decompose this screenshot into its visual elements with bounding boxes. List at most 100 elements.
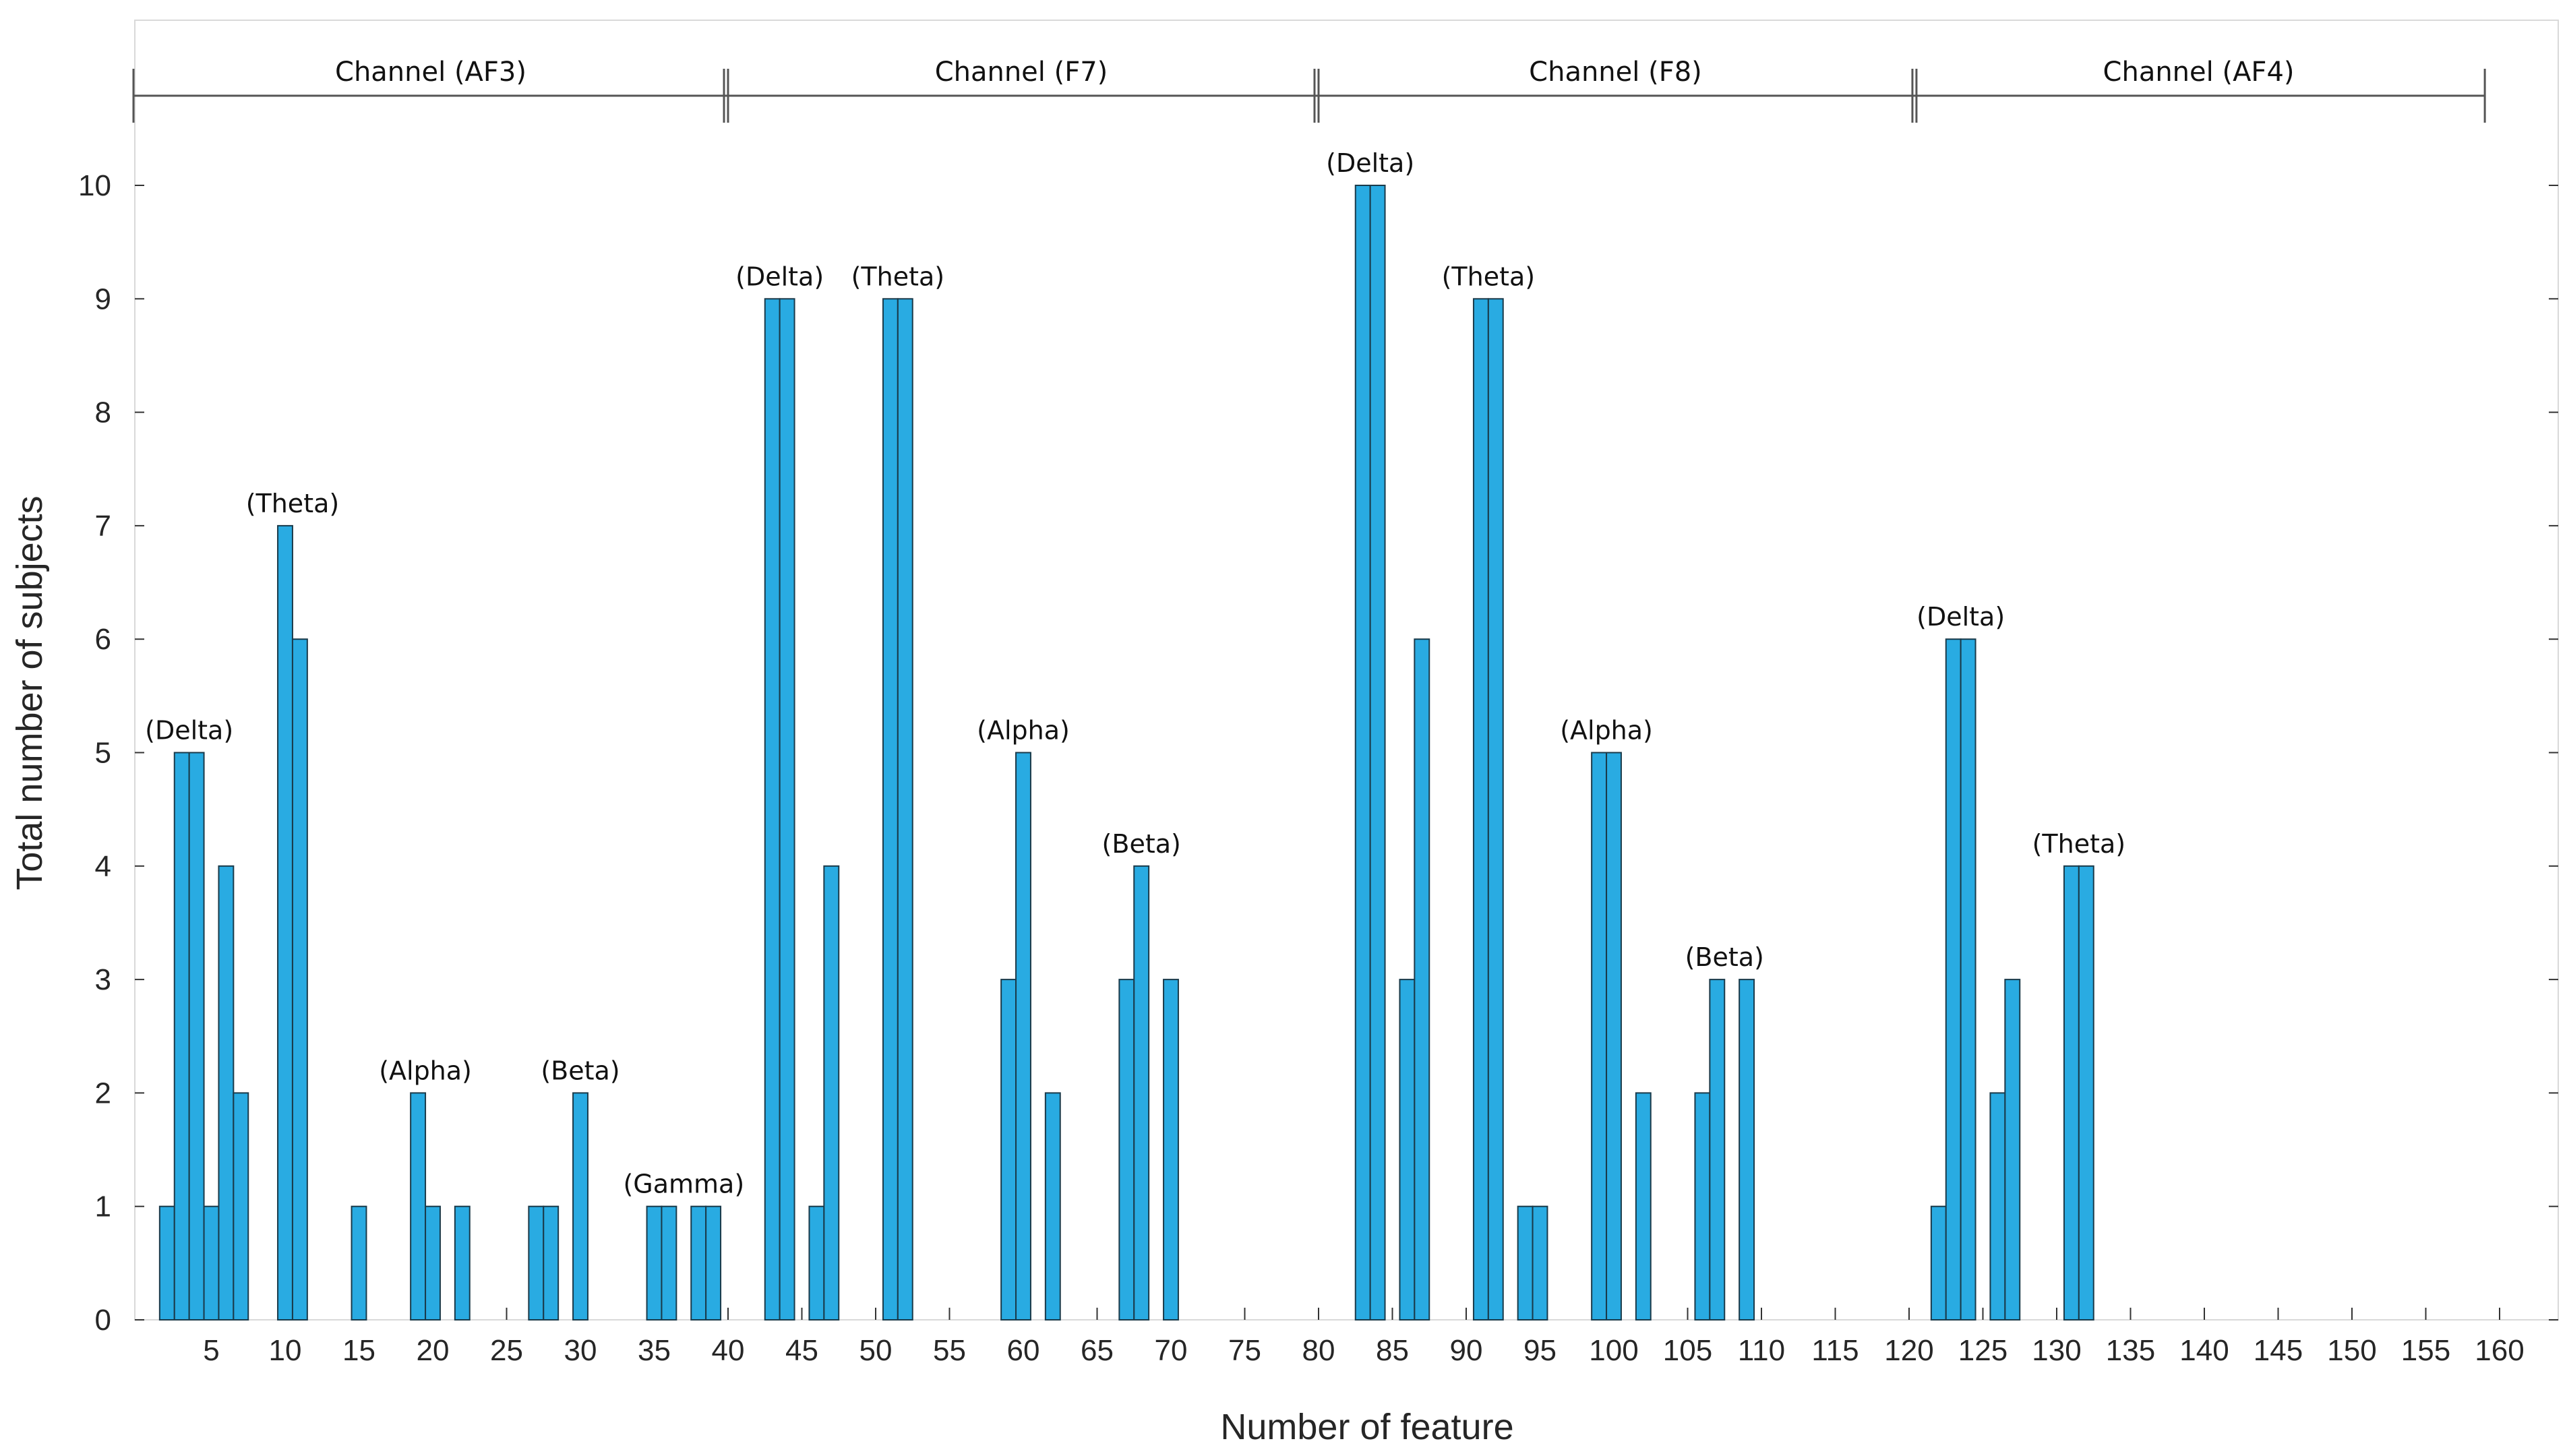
bar: [1044, 1092, 1061, 1321]
x-tick-label: 90: [1450, 1334, 1483, 1367]
bar: [1532, 1205, 1548, 1321]
x-tick-label: 85: [1376, 1334, 1409, 1367]
y-tick-label: 7: [95, 510, 111, 543]
bar: [277, 524, 293, 1321]
channel-label: Channel (F8): [1529, 57, 1702, 88]
y-tick-label: 5: [95, 737, 111, 770]
band-annotations: (Delta) (Theta) (Alpha) (Beta) (Gamma) (Delta…: [145, 148, 2125, 1199]
bar: [233, 1092, 249, 1321]
band-annotation: (Theta): [1442, 262, 1536, 291]
x-tick-label: 100: [1589, 1334, 1638, 1367]
bar: [764, 298, 781, 1321]
bar: [1591, 752, 1608, 1321]
bar: [1133, 865, 1150, 1321]
bar: [690, 1205, 707, 1321]
x-tick-label: 80: [1302, 1334, 1335, 1367]
x-tick-label: 130: [2032, 1334, 2081, 1367]
y-tick-label: 3: [95, 963, 111, 996]
bar: [528, 1205, 545, 1321]
band-annotation: (Delta): [735, 262, 824, 291]
band-annotation: (Theta): [2032, 829, 2126, 859]
bar: [173, 752, 190, 1321]
channel-brackets: Channel (AF3) Channel (F7) Channel (F8) Cha…: [132, 57, 2486, 123]
bar: [1945, 638, 1962, 1321]
x-tick-label: 155: [2401, 1334, 2450, 1367]
y-tick-label: 4: [95, 850, 111, 883]
band-annotation: (Beta): [1685, 942, 1764, 972]
channel-label: Channel (F7): [935, 57, 1108, 88]
bar: [882, 298, 899, 1321]
bar: [2063, 865, 2080, 1321]
x-tick-label: 25: [490, 1334, 523, 1367]
bar: [410, 1092, 427, 1321]
bar: [779, 298, 795, 1321]
bar: [808, 1205, 825, 1321]
band-annotation: (Delta): [1916, 602, 2005, 632]
band-annotation: (Delta): [145, 716, 233, 746]
x-tick-label: 150: [2327, 1334, 2376, 1367]
y-tick-label: 6: [95, 623, 111, 656]
x-axis-title: Number of feature: [1220, 1407, 1513, 1447]
bar: [2078, 865, 2094, 1321]
bar: [1369, 185, 1386, 1321]
bar: [705, 1205, 722, 1321]
x-tick-label: 40: [712, 1334, 745, 1367]
bar: [454, 1205, 471, 1321]
bar: [1739, 979, 1755, 1321]
x-tick-label: 125: [1958, 1334, 2007, 1367]
bar: [1118, 979, 1135, 1321]
channel-label: Channel (AF4): [2103, 57, 2295, 88]
x-tick-label: 95: [1523, 1334, 1557, 1367]
band-annotation: (Theta): [246, 489, 340, 518]
bar: [1709, 979, 1726, 1321]
x-tick-label: 70: [1155, 1334, 1188, 1367]
x-tick-label: 65: [1081, 1334, 1114, 1367]
bar: [1414, 638, 1430, 1321]
bar: [158, 1205, 175, 1321]
bar: [1399, 979, 1416, 1321]
band-annotation: (Beta): [541, 1056, 620, 1085]
y-tick-label: 2: [95, 1076, 111, 1110]
x-tick-label: 50: [859, 1334, 893, 1367]
bar: [897, 298, 913, 1321]
bar: [1635, 1092, 1652, 1321]
bar: [1606, 752, 1622, 1321]
bar: [1989, 1092, 2006, 1321]
x-tick-label: 55: [933, 1334, 966, 1367]
bar: [1487, 298, 1504, 1321]
band-annotation: (Alpha): [379, 1056, 472, 1085]
x-tick-label: 15: [342, 1334, 375, 1367]
bar: [823, 865, 840, 1321]
x-tick-label: 30: [564, 1334, 597, 1367]
band-annotation: (Beta): [1102, 829, 1181, 859]
y-axis-title: Total number of subjects: [9, 495, 50, 890]
band-annotation: (Delta): [1326, 148, 1414, 178]
channel-label: Channel (AF3): [335, 57, 526, 88]
x-tick-label: 120: [1884, 1334, 1933, 1367]
band-annotation: (Alpha): [977, 716, 1070, 746]
y-tick-label: 1: [95, 1190, 111, 1223]
bar: [1694, 1092, 1711, 1321]
bar: [1015, 752, 1031, 1321]
y-tick-label: 9: [95, 282, 111, 315]
bar: [1960, 638, 1976, 1321]
band-annotation: (Alpha): [1560, 716, 1653, 746]
bar: [1000, 979, 1017, 1321]
x-tick-label: 110: [1738, 1334, 1785, 1367]
y-tick-label: 8: [95, 396, 111, 429]
bar: [661, 1205, 677, 1321]
x-tick-label: 75: [1228, 1334, 1261, 1367]
x-tick-label: 35: [638, 1334, 671, 1367]
bar: [188, 752, 205, 1321]
x-tick-label: 140: [2179, 1334, 2229, 1367]
bar: [1517, 1205, 1534, 1321]
bar: [1163, 979, 1179, 1321]
bar: [572, 1092, 588, 1321]
x-tick-label: 20: [417, 1334, 450, 1367]
x-tick-label: 10: [269, 1334, 302, 1367]
x-tick-label: 5: [203, 1334, 219, 1367]
x-tick-label: 160: [2475, 1334, 2524, 1367]
bar: [543, 1205, 560, 1321]
